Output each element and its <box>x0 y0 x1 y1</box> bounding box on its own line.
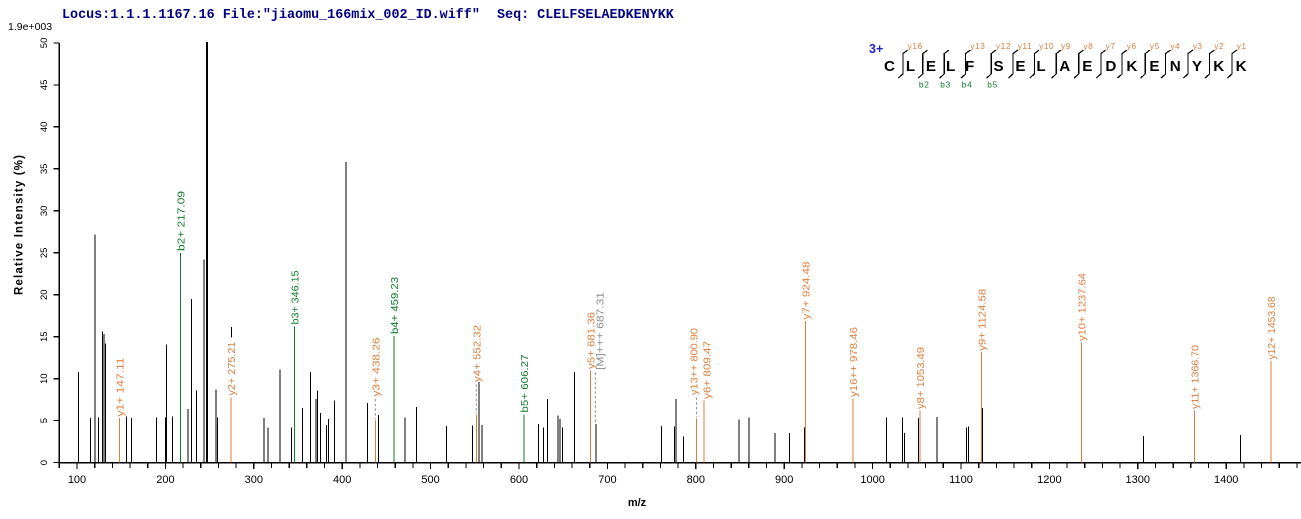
svg-text:y5+ 681.36: y5+ 681.36 <box>586 311 597 369</box>
svg-text:y7: y7 <box>1106 41 1116 51</box>
svg-text:y4+ 552.32: y4+ 552.32 <box>472 324 483 382</box>
svg-text:m/z: m/z <box>628 497 647 509</box>
svg-text:K: K <box>1213 58 1224 75</box>
svg-text:35: 35 <box>39 164 50 175</box>
svg-text:y2: y2 <box>1214 41 1224 51</box>
svg-text:E: E <box>1015 58 1025 75</box>
svg-text:b2+ 217.09: b2+ 217.09 <box>176 190 187 251</box>
svg-text:y8+ 1053.49: y8+ 1053.49 <box>916 347 927 409</box>
svg-text:b4+ 459.23: b4+ 459.23 <box>390 277 401 334</box>
svg-text:y10+ 1237.64: y10+ 1237.64 <box>1077 273 1088 341</box>
svg-text:y9+ 1124.58: y9+ 1124.58 <box>978 288 989 350</box>
svg-text:y6: y6 <box>1127 41 1137 51</box>
svg-text:b3: b3 <box>940 79 951 89</box>
svg-text:y13: y13 <box>970 41 985 51</box>
svg-text:b2: b2 <box>919 79 930 89</box>
svg-text:y12+ 1453.68: y12+ 1453.68 <box>1267 296 1278 359</box>
svg-text:1200: 1200 <box>1037 474 1061 486</box>
svg-text:y10: y10 <box>1039 41 1054 51</box>
svg-text:30: 30 <box>39 206 50 217</box>
svg-text:10: 10 <box>39 373 50 384</box>
svg-text:1400: 1400 <box>1214 474 1238 486</box>
svg-text:45: 45 <box>39 80 50 91</box>
svg-text:y11+ 1366.70: y11+ 1366.70 <box>1191 345 1202 409</box>
svg-text:1100: 1100 <box>949 474 973 486</box>
svg-text:300: 300 <box>245 474 263 486</box>
svg-text:E: E <box>1082 58 1092 75</box>
svg-text:1.9e+003: 1.9e+003 <box>8 21 52 33</box>
svg-text:Locus:1.1.1.1167.16 File:"jiao: Locus:1.1.1.1167.16 File:"jiaomu_166mix_… <box>62 8 480 23</box>
svg-text:E: E <box>1149 58 1159 75</box>
svg-text:y5: y5 <box>1150 41 1160 51</box>
svg-text:S: S <box>994 58 1004 75</box>
svg-text:L: L <box>1036 58 1045 75</box>
svg-text:b4: b4 <box>962 79 973 89</box>
svg-text:y4: y4 <box>1170 41 1180 51</box>
svg-text:y1+ 147.11: y1+ 147.11 <box>115 357 126 417</box>
svg-text:y16++ 978.46: y16++ 978.46 <box>849 327 860 397</box>
svg-text:L: L <box>946 58 955 75</box>
svg-text:y3+ 438.26: y3+ 438.26 <box>371 337 382 397</box>
svg-text:y12: y12 <box>996 41 1011 51</box>
svg-text:25: 25 <box>39 248 50 259</box>
svg-text:N: N <box>1170 58 1181 75</box>
svg-text:700: 700 <box>598 474 616 486</box>
svg-text:y9: y9 <box>1061 41 1071 51</box>
svg-text:0: 0 <box>39 460 50 465</box>
svg-text:E: E <box>926 58 936 75</box>
svg-text:y1: y1 <box>1237 41 1247 51</box>
svg-text:Seq: CLELFSELAEDKENYKK: Seq: CLELFSELAEDKENYKK <box>497 8 675 23</box>
svg-text:A: A <box>1059 58 1070 75</box>
svg-text:y8: y8 <box>1083 41 1093 51</box>
svg-text:y6+ 809.47: y6+ 809.47 <box>703 340 714 399</box>
svg-text:Relative Intensity (%): Relative Intensity (%) <box>14 155 26 295</box>
svg-text:40: 40 <box>39 122 50 133</box>
svg-text:5: 5 <box>39 418 50 423</box>
svg-text:F: F <box>965 58 974 75</box>
svg-text:900: 900 <box>775 474 793 486</box>
svg-text:15: 15 <box>39 331 50 342</box>
svg-text:b3+ 346.15: b3+ 346.15 <box>290 270 301 324</box>
svg-text:[M]+++ 687.31: [M]+++ 687.31 <box>596 291 607 370</box>
svg-text:600: 600 <box>510 474 528 486</box>
svg-text:400: 400 <box>333 474 351 486</box>
svg-text:50: 50 <box>39 38 50 49</box>
svg-text:3+: 3+ <box>869 42 883 56</box>
svg-text:L: L <box>906 58 915 75</box>
svg-text:20: 20 <box>39 289 50 300</box>
svg-text:500: 500 <box>421 474 439 486</box>
svg-text:K: K <box>1236 58 1247 75</box>
svg-text:y16: y16 <box>908 41 923 51</box>
svg-text:C: C <box>884 58 895 75</box>
svg-text:D: D <box>1105 58 1116 75</box>
svg-text:K: K <box>1126 58 1137 75</box>
svg-text:1300: 1300 <box>1126 474 1150 486</box>
svg-text:1000: 1000 <box>860 474 884 486</box>
svg-text:100: 100 <box>68 474 86 486</box>
svg-text:b5+ 606.27: b5+ 606.27 <box>520 354 531 413</box>
svg-text:y11: y11 <box>1018 41 1033 51</box>
svg-text:Y: Y <box>1192 58 1202 75</box>
svg-text:800: 800 <box>687 474 705 486</box>
svg-text:y2+ 275.21: y2+ 275.21 <box>227 341 238 395</box>
svg-text:y3: y3 <box>1193 41 1203 51</box>
svg-text:y13++ 800.90: y13++ 800.90 <box>690 328 701 395</box>
svg-text:y7+ 924.48: y7+ 924.48 <box>802 261 813 320</box>
svg-text:b5: b5 <box>987 79 998 89</box>
svg-text:200: 200 <box>156 474 174 486</box>
